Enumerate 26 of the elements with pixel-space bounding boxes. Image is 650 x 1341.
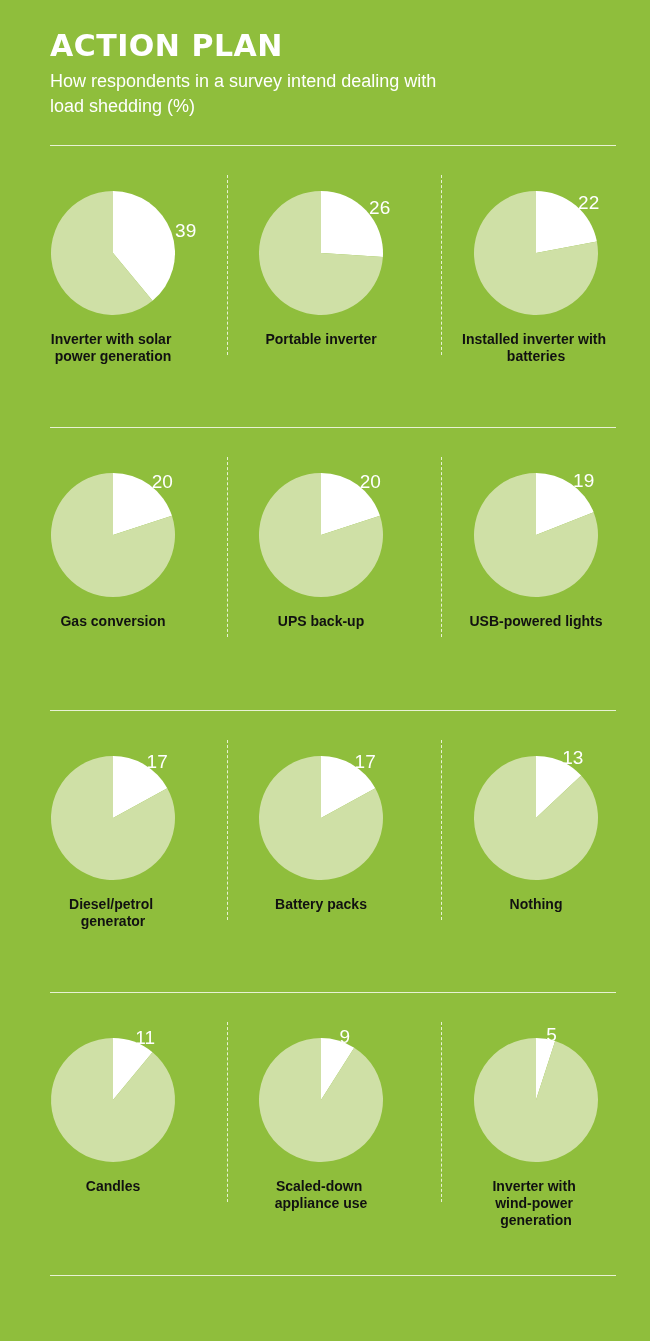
- data-label: 13: [562, 746, 584, 768]
- data-label: 17: [354, 750, 376, 772]
- data-label: 9: [339, 1026, 350, 1048]
- text: Scaled-down appliance use: [274, 1177, 368, 1211]
- text: Diesel/petrol generator: [69, 895, 157, 929]
- data-label: 19: [573, 469, 595, 491]
- text: Inverter with solar power generation: [50, 330, 176, 364]
- data-label: 39: [175, 220, 197, 242]
- data-label: 22: [578, 191, 600, 213]
- text: USB-powered lights: [469, 612, 603, 629]
- text: Portable inverter: [265, 330, 378, 347]
- text: Nothing: [509, 895, 563, 912]
- text: Inverter with wind-power generation: [492, 1177, 580, 1228]
- text: How respondents in a survey intend dealing with load shedding (%): [50, 70, 438, 118]
- data-label: 26: [369, 197, 391, 219]
- text: Installed inverter with batteries: [462, 330, 610, 364]
- text: Battery packs: [275, 895, 368, 912]
- data-label: 11: [135, 1027, 156, 1049]
- data-label: 20: [359, 471, 381, 493]
- data-label: 20: [151, 471, 173, 493]
- data-label: 17: [146, 750, 168, 772]
- text: Gas conversion: [60, 612, 166, 629]
- text: Candles: [85, 1177, 141, 1194]
- text: ACTION PLAN: [50, 28, 284, 63]
- text: UPS back-up: [277, 612, 365, 629]
- data-label: 5: [546, 1024, 557, 1046]
